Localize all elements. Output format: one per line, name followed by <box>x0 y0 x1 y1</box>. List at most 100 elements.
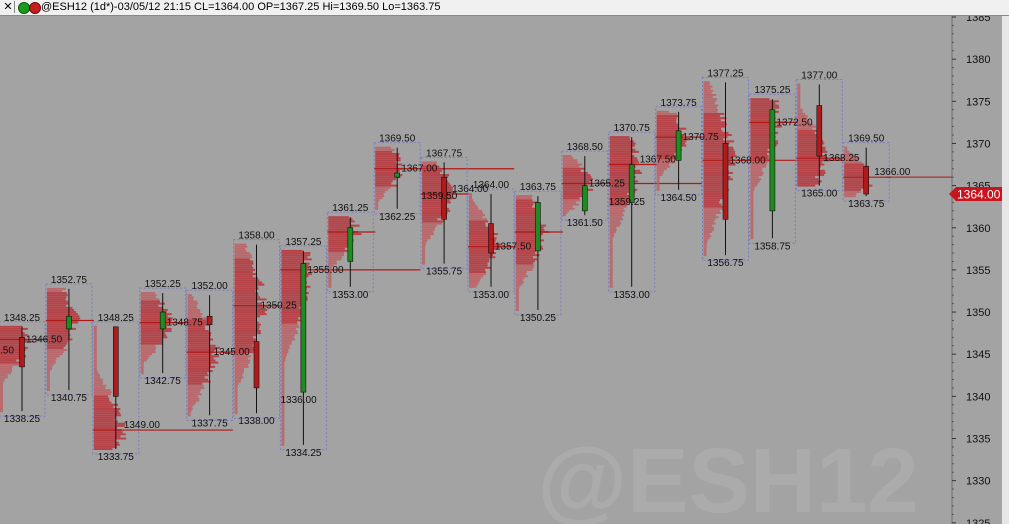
profile-bar <box>0 403 3 406</box>
profile-bar <box>93 351 97 354</box>
profile-bar <box>844 150 850 153</box>
price-label: 1368.25 <box>823 153 860 164</box>
profile-bar <box>234 399 238 402</box>
profile-bar <box>0 393 3 396</box>
profile-bar <box>422 171 440 174</box>
profile-bar <box>515 249 536 252</box>
volume-profile <box>140 292 173 375</box>
profile-bar <box>0 348 26 351</box>
profile-bar <box>703 102 715 105</box>
profile-bar <box>234 296 260 299</box>
profile-bar <box>515 241 539 244</box>
close-icon[interactable]: ✕ <box>2 1 15 13</box>
profile-bar <box>609 271 613 274</box>
profile-bar <box>281 262 310 265</box>
profile-bar <box>140 340 163 343</box>
profile-bar <box>656 146 677 149</box>
profile-bar <box>187 389 201 392</box>
profile-bar <box>703 85 713 88</box>
profile-bar <box>515 209 537 212</box>
profile-bar <box>703 197 728 200</box>
profile-bar <box>609 222 622 225</box>
profile-bar <box>469 264 488 267</box>
profile-bar <box>750 174 763 177</box>
profile-bar <box>750 197 754 200</box>
profile-bar <box>281 273 312 276</box>
profile-bar <box>281 279 307 282</box>
profile-bar <box>140 294 157 297</box>
profile-bar <box>328 279 332 282</box>
profile-bar <box>0 407 3 410</box>
profile-bar <box>0 355 27 358</box>
profile-bar <box>515 233 543 236</box>
profile-bar <box>187 306 198 309</box>
profile-bar <box>844 186 867 189</box>
profile-bar <box>234 378 242 381</box>
profile-bar <box>750 159 772 162</box>
price-label: 1359.25 <box>609 197 646 208</box>
profile-bar <box>422 256 426 259</box>
profile-bar <box>562 157 574 160</box>
profile-bar <box>281 433 285 436</box>
profile-bar <box>609 243 613 246</box>
profile-bar <box>281 258 312 261</box>
profile-bar <box>281 308 306 311</box>
profile-bar <box>46 321 78 324</box>
profile-bar <box>422 178 442 181</box>
profile-bar <box>0 344 25 347</box>
profile-bar <box>0 346 28 349</box>
profile-bar <box>0 327 28 330</box>
profile-bar <box>140 338 163 341</box>
profile-bar <box>140 336 168 339</box>
profile-bar <box>562 165 580 168</box>
profile-bar <box>234 271 253 274</box>
profile-bar <box>609 241 613 244</box>
profile-bar <box>562 193 588 196</box>
profile-bar <box>281 346 290 349</box>
profile-bar <box>0 342 24 345</box>
profile-bar <box>0 370 13 373</box>
profile-bar <box>93 389 111 392</box>
profile-bar <box>656 161 676 164</box>
profile-bar <box>797 178 819 181</box>
profile-bar <box>375 155 399 158</box>
profile-bar <box>609 237 613 240</box>
profile-bar <box>46 311 77 314</box>
profile-bar <box>234 405 238 408</box>
profile-bar <box>281 355 287 358</box>
last-price-label: 1364.00 <box>957 188 1001 202</box>
profile-bar <box>234 283 265 286</box>
profile-bar <box>93 393 111 396</box>
profile-bar <box>140 319 172 322</box>
profile-bar <box>797 167 820 170</box>
profile-bar <box>422 214 442 217</box>
profile-bar <box>703 119 721 122</box>
profile-bar <box>562 211 568 214</box>
profile-bar <box>234 355 252 358</box>
profile-bar <box>750 161 768 164</box>
profile-bar <box>797 93 801 96</box>
profile-bar <box>281 344 290 347</box>
profile-bar <box>140 313 172 316</box>
profile-bar <box>93 359 97 362</box>
profile-bar <box>140 372 144 375</box>
profile-bar <box>375 157 401 160</box>
profile-bar <box>234 302 262 305</box>
profile-bar <box>422 237 431 240</box>
profile-bar <box>609 230 617 233</box>
last-price-box <box>956 187 1009 202</box>
profile-bar <box>46 374 50 377</box>
profile-bar <box>281 391 285 394</box>
profile-bar <box>46 376 50 379</box>
profile-bar <box>140 332 166 335</box>
profile-bar <box>281 298 308 301</box>
profile-bar <box>703 117 727 120</box>
profile-bar <box>187 401 196 404</box>
profile-bar <box>0 378 5 381</box>
profile-bar <box>375 150 393 153</box>
profile-bar <box>375 176 401 179</box>
price-chart[interactable]: @ESH12 1348.25 1346.50 1338.25 .50 1352.75 13… <box>0 16 1009 524</box>
profile-bar <box>609 169 641 172</box>
profile-bar <box>844 190 861 193</box>
profile-bar <box>422 190 454 193</box>
